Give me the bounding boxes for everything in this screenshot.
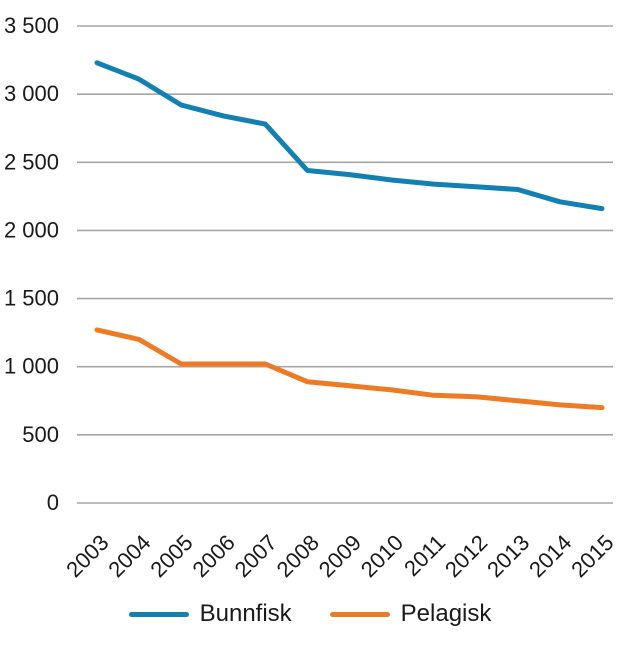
x-tick-label: 2013 [482, 530, 534, 582]
y-tick-label: 3 500 [4, 13, 59, 38]
legend-item-bunnfisk: Bunnfisk [128, 600, 292, 627]
x-tick-label: 2015 [566, 530, 618, 582]
y-tick-label: 500 [22, 422, 59, 447]
x-tick-label: 2003 [61, 530, 113, 582]
legend-item-pelagisk: Pelagisk [329, 600, 492, 627]
pelagisk-line [94, 327, 605, 411]
gridlines [77, 25, 613, 504]
y-tick-label: 1 500 [4, 286, 59, 311]
x-tick-label: 2006 [187, 530, 239, 582]
y-tick-label: 0 [47, 490, 59, 515]
x-tick-label: 2009 [314, 530, 366, 582]
legend-label-bunnfisk: Bunnfisk [199, 600, 292, 627]
legend-label-pelagisk: Pelagisk [400, 600, 492, 627]
x-tick-label: 2004 [103, 530, 155, 582]
x-tick-label: 2007 [230, 530, 282, 582]
y-axis-labels: 0 500 1 000 1 500 2 000 2 500 3 000 3 500 [4, 13, 59, 515]
x-tick-label: 2010 [356, 530, 408, 582]
series-lines [94, 60, 605, 411]
bunnfisk-line [94, 60, 605, 212]
x-axis-labels: 2003200420052006200720082009201020112012… [61, 530, 618, 582]
x-tick-label: 2012 [440, 530, 492, 582]
bunnfisk-line-swatch [128, 611, 189, 617]
pelagisk-line-swatch [329, 611, 390, 617]
x-tick-label: 2014 [524, 530, 576, 582]
y-tick-label: 2 000 [4, 217, 59, 242]
x-tick-label: 2008 [272, 530, 324, 582]
y-tick-label: 2 500 [4, 149, 59, 174]
legend: Bunnfisk Pelagisk [0, 602, 620, 626]
x-tick-label: 2011 [399, 530, 450, 581]
y-tick-label: 1 000 [4, 354, 59, 379]
x-tick-label: 2005 [145, 530, 197, 582]
y-tick-label: 3 000 [4, 81, 59, 106]
